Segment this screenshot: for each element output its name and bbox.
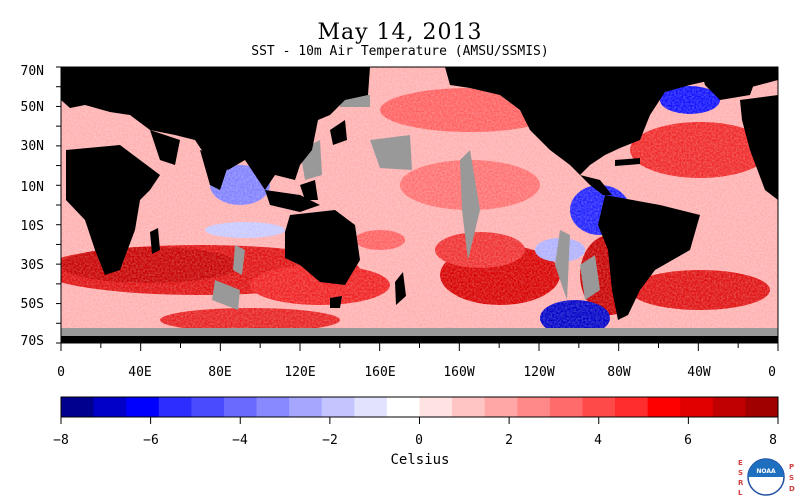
lon-label-160w: 160W [443,365,475,380]
lon-label-120e: 120E [284,365,316,380]
lon-label-0-west: 0 [57,365,65,380]
lon-label-0-east: 0 [768,365,776,380]
colorbar-unit-label: Celsius [390,452,450,468]
svg-text:S: S [738,469,743,477]
colorbar-tick-label: −4 [232,433,248,448]
colorbar-tick-label: 0 [415,433,423,448]
lat-label-70n: 70N [20,64,44,79]
colorbar-segment [484,397,518,417]
svg-text:R: R [738,479,744,487]
colorbar-tick-label: 4 [594,433,602,448]
lat-label-50n: 50N [20,100,44,115]
map-field [61,67,778,343]
colorbar-ticks [60,417,779,424]
svg-text:D: D [789,485,795,493]
lat-label-50s: 50S [20,297,44,312]
colorbar-segment [191,397,225,417]
svg-text:S: S [789,474,794,482]
lat-label-10n: 10N [20,180,44,195]
colorbar-tick-label: 6 [684,433,692,448]
colorbar-tick-label: 8 [769,433,777,448]
lon-label-160e: 160E [364,365,396,380]
logo-right-letter: P [789,463,794,471]
lon-ticks [60,343,779,351]
logo-left-letter: E [738,459,743,467]
colorbar [61,397,779,417]
lon-label-40w: 40W [687,365,711,380]
colorbar-tick-label: −2 [322,433,338,448]
land-masses [61,67,778,343]
lon-label-80e: 80E [208,365,232,380]
colorbar-segment [615,397,649,417]
lon-label-120w: 120W [523,365,555,380]
lat-label-30n: 30N [20,139,44,154]
colorbar-tick-label: 2 [505,433,513,448]
map-subtitle: SST - 10m Air Temperature (AMSU/SSMIS) [251,44,549,59]
noaa-esrl-psd-logo: E S R L P S D NOAA [738,458,795,497]
colorbar-segment [680,397,714,417]
colorbar-segment [452,397,486,417]
lat-ticks [56,66,61,344]
colorbar-segment [582,397,616,417]
svg-text:L: L [738,489,743,497]
lat-label-70s: 70S [20,334,44,349]
colorbar-segment [712,397,746,417]
colorbar-segment [517,397,551,417]
colorbar-segment [93,397,127,417]
lon-label-40e: 40E [128,365,152,380]
colorbar-tick-label: −8 [53,433,69,448]
colorbar-segment [223,397,258,417]
colorbar-segment [354,397,388,417]
colorbar-tick-label: −6 [143,433,159,448]
colorbar-segment [126,397,160,417]
colorbar-segment [256,397,290,417]
colorbar-segment [549,397,583,417]
lat-label-10s: 10S [20,219,44,234]
lon-label-80w: 80W [607,365,631,380]
logo-noaa-text: NOAA [756,468,776,475]
lat-label-30s: 30S [20,258,44,273]
map-title: May 14, 2013 [317,20,483,45]
colorbar-segment [419,397,453,417]
colorbar-segment [321,397,355,417]
colorbar-segment [61,397,95,417]
colorbar-segment [158,397,192,417]
colorbar-segment [289,397,323,417]
colorbar-segment [745,397,779,417]
colorbar-segment [386,397,420,417]
colorbar-segment [647,397,681,417]
